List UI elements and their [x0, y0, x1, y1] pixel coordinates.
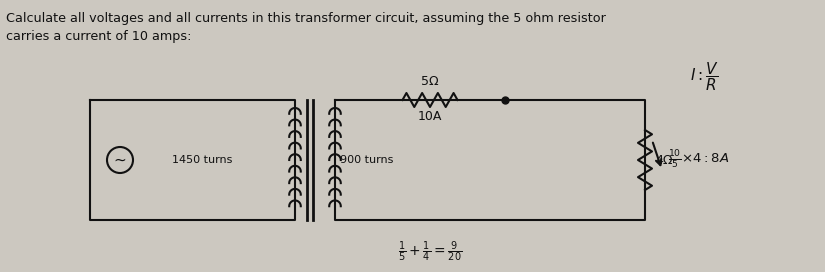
- Text: 10A: 10A: [417, 110, 442, 123]
- Text: $\frac{10}{5}$$\times 4: 8A$: $\frac{10}{5}$$\times 4: 8A$: [668, 149, 729, 171]
- Text: 1450 turns: 1450 turns: [172, 155, 233, 165]
- Text: carries a current of 10 amps:: carries a current of 10 amps:: [6, 30, 191, 43]
- Text: $\frac{1}{5}+\frac{1}{4}=\frac{9}{20}$: $\frac{1}{5}+\frac{1}{4}=\frac{9}{20}$: [398, 240, 462, 264]
- Text: ~: ~: [114, 153, 126, 168]
- Text: $I:\dfrac{V}{R}$: $I:\dfrac{V}{R}$: [690, 60, 719, 93]
- Text: 5Ω: 5Ω: [422, 75, 439, 88]
- Text: 900 turns: 900 turns: [340, 155, 394, 165]
- Text: Calculate all voltages and all currents in this transformer circuit, assuming th: Calculate all voltages and all currents …: [6, 12, 606, 25]
- Text: 4Ω: 4Ω: [655, 153, 672, 166]
